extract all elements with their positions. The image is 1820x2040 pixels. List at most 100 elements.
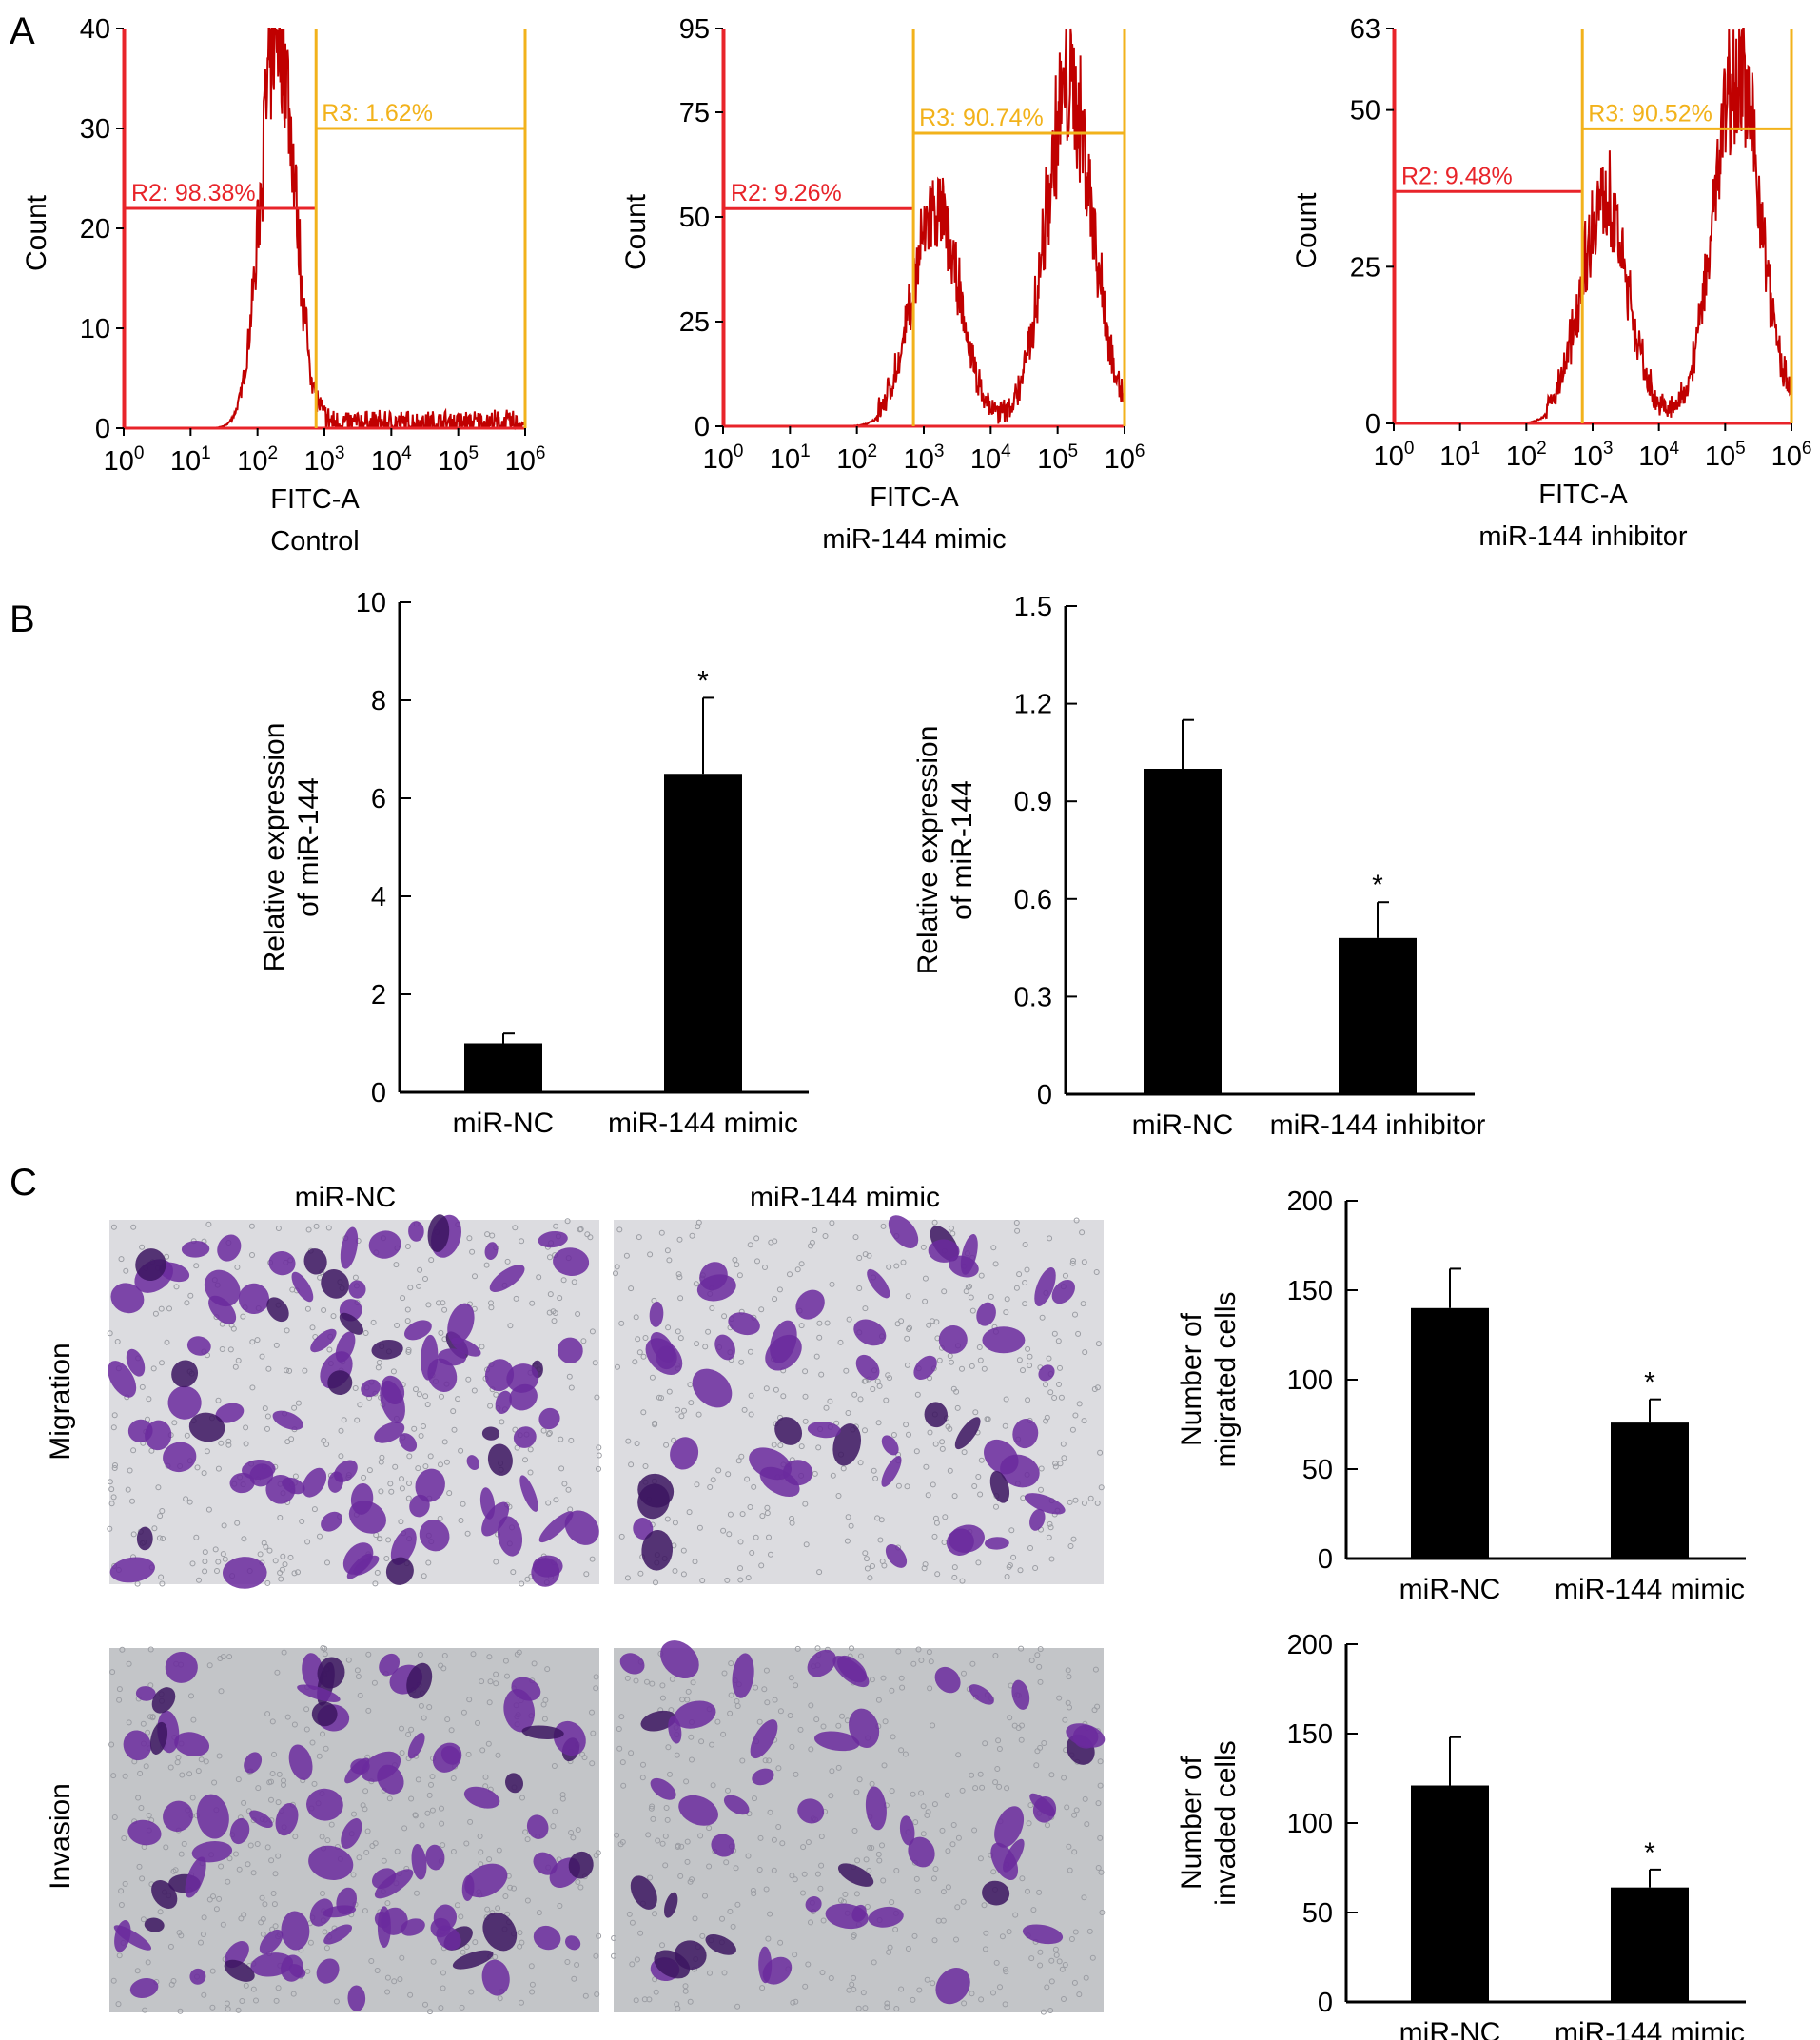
- membrane-pore: [422, 1463, 429, 1470]
- membrane-pore: [407, 1991, 414, 1998]
- membrane-pore: [737, 1565, 743, 1572]
- membrane-pore: [118, 1256, 125, 1263]
- membrane-pore: [468, 1989, 475, 1995]
- membrane-pore: [829, 1220, 835, 1226]
- stained-cell: [374, 1422, 405, 1443]
- membrane-pore: [354, 1417, 361, 1423]
- membrane-pore: [529, 1300, 536, 1306]
- membrane-pore: [675, 1406, 680, 1413]
- membrane-pore: [993, 1959, 1000, 1966]
- stained-cell: [832, 1423, 862, 1466]
- membrane-pore: [898, 1986, 905, 1992]
- membrane-pore: [272, 1558, 279, 1564]
- membrane-pore: [167, 1943, 174, 1950]
- stained-cell: [994, 1806, 1025, 1848]
- y-tick-label: 6: [371, 784, 386, 814]
- membrane-pore: [390, 1368, 397, 1375]
- membrane-pore: [107, 1330, 113, 1337]
- stained-cell: [427, 1214, 450, 1252]
- membrane-pore: [1002, 1422, 1008, 1429]
- membrane-pore: [450, 1775, 457, 1781]
- membrane-pore: [146, 1813, 152, 1818]
- membrane-pore: [923, 1463, 930, 1470]
- membrane-pore: [1093, 1269, 1100, 1275]
- membrane-pore: [590, 1730, 597, 1736]
- membrane-pore: [794, 1645, 801, 1652]
- membrane-pore: [1071, 1812, 1078, 1818]
- membrane-pore: [931, 1937, 938, 1944]
- stained-cell: [633, 1518, 654, 1540]
- membrane-pore: [316, 1753, 323, 1759]
- stained-cell: [888, 1215, 919, 1248]
- membrane-pore: [408, 1795, 415, 1802]
- membrane-pore: [1069, 1426, 1076, 1433]
- membrane-pore: [159, 1508, 166, 1514]
- membrane-pore: [1065, 1667, 1071, 1674]
- membrane-pore: [1072, 1929, 1079, 1935]
- membrane-pore: [981, 1365, 988, 1372]
- membrane-pore: [930, 1875, 937, 1882]
- chart-subtitle: miR-144 inhibitor: [1478, 521, 1688, 552]
- stained-cell: [415, 1468, 445, 1502]
- membrane-pore: [276, 1771, 283, 1777]
- membrane-pore: [805, 1961, 812, 1968]
- stained-cell: [481, 1501, 510, 1537]
- micrograph-invasion-mimic: [611, 1640, 1106, 2015]
- membrane-pore: [215, 1397, 222, 1403]
- membrane-pore: [1081, 1894, 1087, 1901]
- y-axis-title: Count: [620, 193, 652, 270]
- membrane-pore: [683, 1778, 690, 1785]
- membrane-pore: [930, 1722, 936, 1729]
- membrane-pore: [304, 1305, 311, 1312]
- membrane-pore: [1046, 1355, 1052, 1362]
- y-tick-label: 20: [80, 214, 110, 245]
- stained-cell: [487, 1443, 513, 1476]
- membrane-pore: [139, 1244, 146, 1250]
- membrane-pore: [524, 1897, 531, 1904]
- membrane-pore: [596, 1444, 602, 1451]
- membrane-pore: [954, 1904, 961, 1911]
- stained-cell: [466, 1455, 479, 1471]
- significance-marker: *: [1372, 870, 1383, 901]
- stained-cell: [538, 1407, 560, 1430]
- membrane-pore: [175, 1755, 182, 1760]
- stained-cell: [224, 1959, 255, 1982]
- membrane-pore: [870, 1386, 876, 1392]
- membrane-pore: [213, 1906, 220, 1912]
- membrane-pore: [900, 1259, 907, 1265]
- membrane-pore: [688, 1400, 695, 1406]
- membrane-pore: [350, 1872, 357, 1878]
- membrane-pore: [1018, 1645, 1025, 1652]
- chart-subtitle: Control: [270, 526, 360, 557]
- membrane-pore: [851, 1828, 858, 1834]
- membrane-pore: [429, 1807, 436, 1814]
- membrane-pore: [642, 1335, 649, 1341]
- membrane-pore: [288, 1436, 295, 1442]
- membrane-pore: [693, 1281, 699, 1287]
- membrane-pore: [438, 1329, 444, 1336]
- membrane-pore: [932, 1866, 939, 1873]
- x-tick-label: 106: [1105, 441, 1145, 475]
- membrane-pore: [950, 1822, 957, 1828]
- membrane-pore: [262, 1405, 268, 1412]
- y-axis-title: Count: [21, 194, 52, 271]
- membrane-pore: [619, 1759, 626, 1766]
- membrane-pore: [1058, 1394, 1065, 1401]
- membrane-pore: [1022, 1301, 1028, 1307]
- membrane-pore: [426, 1792, 433, 1798]
- stained-cell: [204, 1269, 241, 1307]
- membrane-pore: [940, 1889, 947, 1895]
- y-tick-label: 2: [371, 980, 386, 1010]
- membrane-pore: [365, 1651, 372, 1658]
- membrane-pore: [874, 1378, 881, 1384]
- y-tick-label: 100: [1287, 1809, 1333, 1839]
- y-tick-label: 50: [1302, 1898, 1333, 1929]
- membrane-pore: [1004, 1785, 1010, 1792]
- membrane-pore: [160, 1536, 166, 1541]
- membrane-pore: [706, 1863, 713, 1870]
- stained-cell: [660, 1640, 699, 1679]
- membrane-pore: [397, 1976, 403, 1983]
